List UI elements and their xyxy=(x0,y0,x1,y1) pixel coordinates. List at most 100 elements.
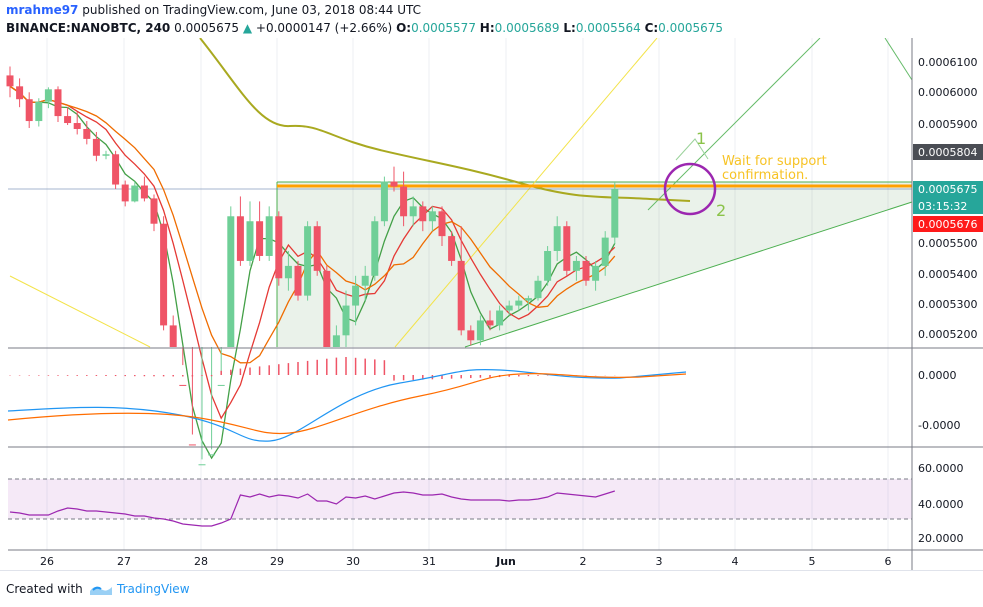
candle-body xyxy=(448,236,456,261)
created-with-text: Created with xyxy=(6,582,83,596)
rsi-tick-label: 60.0000 xyxy=(918,462,964,475)
macd-pane: 0.0000 -0.0000 xyxy=(7,357,960,442)
ma-orange-line xyxy=(9,85,616,364)
published-text: published on TradingView.com, June 03, 2… xyxy=(82,3,422,17)
rsi-tick-label: 40.0000 xyxy=(918,498,964,511)
wave-label-2: 2 xyxy=(716,201,726,220)
candle-body xyxy=(611,189,619,238)
publish-line: mrahme97 published on TradingView.com, J… xyxy=(6,3,421,17)
macd-line xyxy=(7,368,687,442)
candle-body xyxy=(428,211,436,222)
macd-tick-label: -0.0000 xyxy=(918,419,960,432)
candle-body xyxy=(380,181,388,222)
time-tick-label: 30 xyxy=(346,555,360,568)
macd-tick-label: 0.0000 xyxy=(918,369,957,382)
candle-body xyxy=(592,265,600,281)
price-axis[interactable]: 0.00061000.00060000.00059000.00057000.00… xyxy=(913,56,983,341)
candle-body xyxy=(438,211,446,237)
tradingview-link[interactable]: TradingView xyxy=(117,582,190,596)
time-tick-label: 29 xyxy=(270,555,284,568)
price-tick-label: 0.0005300 xyxy=(918,298,978,311)
candle-body xyxy=(73,123,81,129)
candle-body xyxy=(227,216,235,347)
last-price-label: 0.0005675 xyxy=(918,183,978,196)
candle-body xyxy=(83,128,91,139)
price-tick-label: 0.0006000 xyxy=(918,86,978,99)
price-tick-label: 0.0005400 xyxy=(918,268,978,281)
candle-body xyxy=(6,75,14,87)
triangle-support-line xyxy=(464,201,913,348)
time-tick-label: 28 xyxy=(194,555,208,568)
candle-body xyxy=(496,310,504,326)
candle-body xyxy=(486,320,494,326)
time-tick-label: 26 xyxy=(40,555,54,568)
tradingview-logo-icon[interactable] xyxy=(89,581,113,597)
lower-price-box xyxy=(913,216,983,232)
candle-body xyxy=(505,305,513,311)
price-tick-label: 0.0005900 xyxy=(918,118,978,131)
candle-body xyxy=(236,216,244,261)
time-tick-label: 5 xyxy=(809,555,816,568)
candle-body xyxy=(467,330,475,341)
legend-line: BINANCE:NANOBTC, 240 0.0005675 ▲ +0.0000… xyxy=(6,21,723,35)
footer: Created with TradingView xyxy=(0,570,983,607)
time-tick-label: 3 xyxy=(656,555,663,568)
rsi-line xyxy=(9,490,615,527)
countdown-label: 03:15:32 xyxy=(918,200,967,213)
candle-body xyxy=(457,260,465,331)
low-label: L: xyxy=(563,21,576,35)
open-label: O: xyxy=(396,21,412,35)
candle-body xyxy=(419,206,427,222)
candle-body xyxy=(140,185,148,199)
yellow-trendline-down xyxy=(9,275,151,348)
signal-line xyxy=(7,373,687,435)
projection-line-1 xyxy=(647,38,821,211)
candle-body xyxy=(265,216,273,256)
candle-body xyxy=(524,298,532,301)
candle-body xyxy=(198,464,206,466)
candle-body xyxy=(92,138,100,156)
time-tick-label: 31 xyxy=(422,555,436,568)
rsi-tick-label: 20.0000 xyxy=(918,532,964,545)
time-tick-label: 4 xyxy=(732,555,739,568)
candle-body xyxy=(131,185,139,202)
candle-body xyxy=(371,221,379,276)
candle-body xyxy=(217,384,225,386)
time-axis[interactable]: 26 27 28 29 30 31 Jun 2 3 4 5 6 xyxy=(40,555,892,568)
candle-body xyxy=(160,223,168,326)
candle-body xyxy=(361,275,369,286)
projection-line-2 xyxy=(884,38,913,81)
candle-body xyxy=(342,305,350,336)
wave-marker-1 xyxy=(675,138,709,161)
candle-body xyxy=(515,300,523,306)
chart-area[interactable]: 1 2 Wait for support confirmation. 0.000610… xyxy=(0,38,983,570)
price-tick-label: 0.0005500 xyxy=(918,237,978,250)
candle-body xyxy=(150,198,158,224)
time-tick-label: 27 xyxy=(117,555,131,568)
candle-body xyxy=(179,384,187,386)
author-link[interactable]: mrahme97 xyxy=(6,3,79,17)
high-value: 0.0005689 xyxy=(494,21,560,35)
candle-body xyxy=(25,99,33,122)
candle-body xyxy=(169,325,177,347)
candle-body xyxy=(246,221,254,261)
candle-body xyxy=(275,216,283,279)
triangle-pattern-fill xyxy=(277,182,912,347)
candle-body xyxy=(256,221,264,256)
price-tick-label: 0.0006100 xyxy=(918,56,978,69)
candle-body xyxy=(294,265,302,296)
time-tick-label: Jun xyxy=(495,555,516,568)
candle-body xyxy=(352,285,360,306)
drawings-layer: 1 2 Wait for support confirmation. xyxy=(8,38,913,550)
last-price-box xyxy=(913,181,983,214)
wave-label-1: 1 xyxy=(696,129,706,148)
lower-price-label: 0.0005676 xyxy=(918,218,978,231)
candle-body xyxy=(409,206,417,217)
low-value: 0.0005564 xyxy=(575,21,641,35)
symbol-label[interactable]: BINANCE:NANOBTC, 240 xyxy=(6,21,171,35)
ma-long-line xyxy=(199,38,691,202)
candle-body xyxy=(16,86,24,100)
yellow-trendline-up xyxy=(394,38,658,348)
rsi-pane: 60.0000 40.0000 20.0000 xyxy=(8,462,964,545)
candle-body xyxy=(54,89,62,117)
